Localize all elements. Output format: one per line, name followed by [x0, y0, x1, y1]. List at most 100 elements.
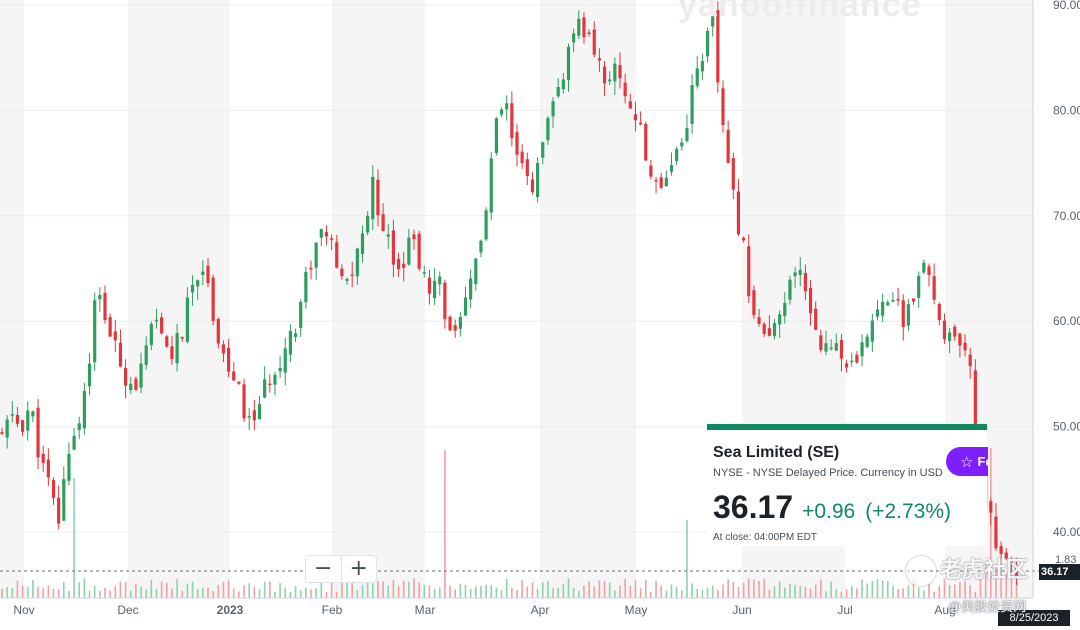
volume-bar	[6, 587, 8, 598]
volume-bar	[351, 583, 353, 598]
volume-bar	[747, 578, 750, 598]
volume-bar	[814, 584, 817, 598]
volume-bar	[166, 582, 168, 598]
candle-body	[31, 411, 35, 417]
current-price: 36.17	[713, 489, 794, 525]
candle-body	[628, 101, 632, 109]
volume-bar	[238, 591, 240, 598]
volume-bar	[341, 578, 343, 598]
candle-body	[602, 66, 607, 84]
company-name: Sea Limited (SE)	[713, 444, 840, 461]
volume-bar	[516, 589, 518, 598]
volume-bar	[809, 588, 812, 598]
candle-body	[510, 103, 514, 139]
volume-bar	[583, 585, 585, 598]
y-tick-label: 90.00	[1053, 0, 1080, 12]
volume-bar	[650, 591, 652, 598]
volume-bar	[778, 581, 781, 598]
candle-body	[499, 109, 504, 115]
candle-body	[366, 215, 370, 233]
candle-body	[803, 272, 807, 292]
volume-bar	[305, 587, 307, 598]
volume-bar	[547, 581, 549, 598]
volume-bar	[438, 587, 441, 598]
volume-bar	[629, 586, 632, 598]
candle-body	[299, 301, 303, 328]
candle-body	[881, 301, 885, 316]
candle-body	[458, 316, 462, 329]
candle-body	[268, 383, 272, 386]
volume-bar	[433, 589, 436, 598]
x-tick-label: Jul	[837, 603, 852, 617]
candle-body	[742, 237, 746, 241]
month-band	[0, 0, 24, 598]
candle-body	[963, 342, 967, 351]
candle-body	[778, 314, 782, 325]
volume-bar	[1005, 573, 1008, 598]
candle-body	[855, 354, 859, 363]
volume-bar	[670, 584, 673, 598]
volume-bar	[372, 583, 374, 598]
volume-bar	[191, 581, 194, 598]
candle-body	[886, 302, 890, 306]
volume-bar	[876, 578, 879, 598]
volume-bar	[639, 587, 642, 598]
candle-body	[108, 317, 112, 337]
candle-body	[139, 363, 143, 388]
candle-body	[149, 323, 153, 346]
volume-bar	[52, 588, 55, 598]
volume-bar	[717, 590, 719, 598]
candle-body	[566, 46, 571, 81]
volume-bar	[969, 585, 971, 598]
volume-bar	[346, 579, 348, 598]
zoom-in-button[interactable]: +	[342, 556, 377, 582]
candle-body	[427, 277, 432, 294]
volume-bar	[567, 578, 570, 598]
volume-bar	[181, 590, 184, 598]
candle-body	[695, 68, 699, 87]
candle-body	[582, 17, 586, 38]
volume-bar	[397, 585, 400, 598]
candle-body	[922, 262, 926, 273]
follow-button[interactable]: ☆ Fo	[946, 447, 988, 476]
candle-body	[82, 390, 86, 429]
volume-bar	[73, 478, 75, 598]
x-tick-label: Nov	[13, 603, 34, 617]
volume-bar	[129, 590, 132, 598]
candle-body	[685, 128, 689, 142]
tiger-community-watermark: 老虎社区	[906, 552, 1028, 587]
candle-body	[953, 326, 957, 337]
candle-body	[283, 348, 287, 373]
volume-bar	[758, 580, 760, 598]
volume-bar	[320, 578, 323, 598]
candle-body	[824, 343, 828, 352]
candle-body	[330, 238, 334, 240]
candle-body	[577, 18, 581, 36]
x-tick-label: Mar	[415, 603, 436, 617]
candle-body	[644, 123, 648, 161]
volume-bar	[938, 585, 941, 598]
zoom-out-button[interactable]: −	[306, 556, 342, 582]
volume-bar	[93, 585, 96, 598]
y-tick-label: 40.00	[1053, 525, 1080, 539]
volume-bar	[269, 581, 271, 598]
candle-body	[530, 179, 535, 193]
candle-body	[26, 410, 30, 431]
volume-bar	[675, 586, 678, 598]
volume-bar	[768, 589, 771, 598]
candle-body	[242, 384, 246, 419]
volume-bar	[155, 588, 158, 598]
candle-body	[680, 142, 684, 147]
candle-body	[1014, 567, 1019, 578]
candle-body	[917, 275, 921, 298]
candle-body	[87, 363, 92, 387]
volume-bar	[505, 578, 508, 598]
candle-body	[958, 333, 962, 346]
candle-body	[314, 242, 318, 268]
volume-bar	[202, 587, 204, 598]
volume-bar	[279, 583, 281, 598]
volume-bar	[459, 583, 462, 598]
candle-body	[911, 298, 916, 302]
candle-body	[1009, 561, 1013, 563]
candle-body	[376, 179, 380, 216]
